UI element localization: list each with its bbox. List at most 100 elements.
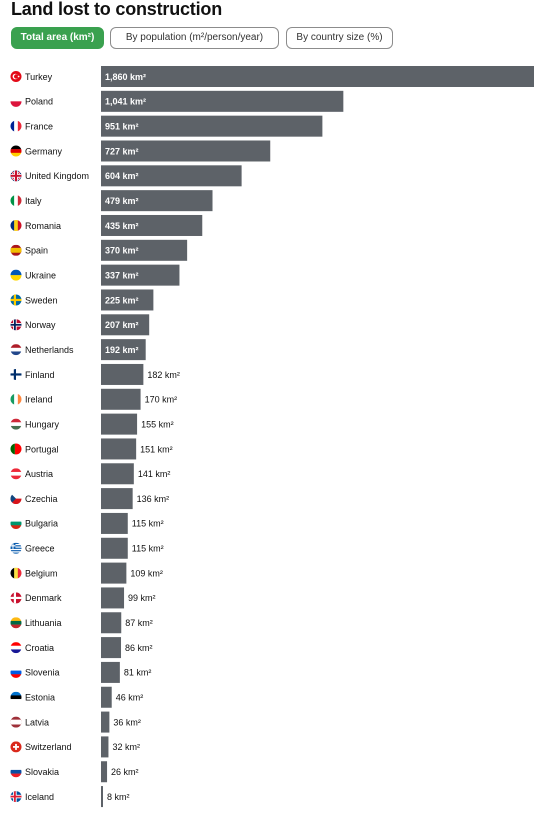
value-label: 151 km²: [140, 444, 173, 454]
flag-icon-ukraine: [10, 269, 22, 281]
bar: [101, 438, 137, 460]
bar-row-latvia: Latvia 36 km²: [10, 711, 141, 733]
bar-row-switzerland: Switzerland 32 km²: [10, 736, 140, 758]
bar: [101, 413, 138, 435]
bar: [101, 587, 125, 609]
value-label: 99 km²: [128, 593, 156, 603]
bar: [101, 612, 122, 634]
bar-row-slovenia: Slovenia 81 km²: [10, 661, 151, 683]
flag-icon-germany: [10, 145, 22, 157]
bar: [101, 686, 112, 708]
country-label: Lithuania: [25, 618, 62, 628]
bar-row-norway: Norway 207 km²: [10, 314, 150, 336]
chart-title: Land lost to construction: [11, 0, 222, 19]
bar-row-bulgaria: Bulgaria 115 km²: [10, 512, 164, 534]
bar: [101, 388, 141, 410]
country-label: Portugal: [25, 444, 59, 454]
country-label: Latvia: [25, 717, 49, 727]
country-label: Poland: [25, 97, 53, 107]
country-label: Greece: [25, 544, 55, 554]
flag-icon-austria: [10, 468, 22, 480]
flag-icon-spain: [10, 244, 22, 256]
country-label: Romania: [25, 221, 61, 231]
value-label: 136 km²: [137, 494, 170, 504]
country-label: Italy: [25, 196, 42, 206]
flag-icon-united-kingdom: [10, 170, 22, 182]
bar: [101, 736, 109, 758]
flag-icon-poland: [10, 95, 22, 107]
bar: [101, 637, 122, 659]
value-label: 604 km²: [105, 171, 139, 181]
tab-by-country-size[interactable]: By country size (%): [286, 27, 393, 49]
value-label: 370 km²: [105, 246, 139, 256]
bar: [101, 214, 203, 236]
bar-row-croatia: Croatia 86 km²: [10, 637, 153, 659]
bar-row-slovakia: Slovakia 26 km²: [10, 761, 139, 783]
value-label: 115 km²: [132, 544, 164, 554]
bar-row-denmark: Denmark 99 km²: [10, 587, 156, 609]
flag-icon-belgium: [10, 567, 22, 579]
bar-row-lithuania: Lithuania 87 km²: [10, 612, 153, 634]
value-label: 727 km²: [105, 146, 139, 156]
country-label: Slovenia: [25, 668, 60, 678]
tab-by-population[interactable]: By population (m²/person/year): [110, 27, 279, 49]
bar-row-ukraine: Ukraine 337 km²: [10, 264, 180, 286]
bar: [101, 786, 103, 808]
bar: [101, 463, 134, 485]
country-label: Ukraine: [25, 270, 56, 280]
value-label: 32 km²: [112, 742, 140, 752]
bar: [101, 661, 120, 683]
flag-icon-bulgaria: [10, 517, 22, 529]
flag-icon-turkey: [10, 71, 22, 82]
bar: [101, 711, 110, 733]
bar: [101, 537, 128, 559]
country-label: Slovakia: [25, 767, 59, 777]
country-label: Germany: [25, 146, 63, 156]
bar-row-portugal: Portugal 151 km²: [10, 438, 173, 460]
country-label: Spain: [25, 246, 48, 256]
flag-icon-finland: [10, 368, 22, 380]
bar-row-poland: Poland 1,041 km²: [10, 90, 344, 112]
value-label: 87 km²: [125, 618, 153, 628]
bar: [101, 761, 108, 783]
value-label: 155 km²: [141, 419, 174, 429]
flag-icon-romania: [10, 219, 22, 231]
bar: [101, 512, 128, 534]
flag-icon-slovenia: [10, 666, 22, 678]
country-label: United Kingdom: [25, 171, 89, 181]
bar: [101, 363, 144, 385]
country-label: Hungary: [25, 419, 60, 429]
bar: [101, 140, 271, 162]
country-label: Sweden: [25, 295, 58, 305]
flag-icon-latvia: [10, 716, 22, 728]
bar: [101, 115, 323, 137]
bar-row-czechia: Czechia 136 km²: [10, 488, 170, 510]
flag-icon-estonia: [10, 691, 22, 703]
bar-row-iceland: Iceland 8 km²: [10, 786, 130, 808]
tab-total-area[interactable]: Total area (km²): [11, 27, 104, 49]
country-label: Switzerland: [25, 742, 72, 752]
bar-row-netherlands: Netherlands 192 km²: [10, 339, 146, 361]
country-label: Estonia: [25, 693, 55, 703]
value-label: 207 km²: [105, 320, 139, 330]
country-label: France: [25, 121, 53, 131]
bar-row-spain: Spain 370 km²: [10, 239, 188, 261]
bar: [101, 165, 242, 187]
flag-icon-slovakia: [10, 766, 22, 778]
flag-icon-norway: [10, 319, 22, 331]
value-label: 26 km²: [111, 767, 139, 777]
country-label: Norway: [25, 320, 56, 330]
country-label: Denmark: [25, 593, 62, 603]
value-label: 86 km²: [125, 643, 153, 653]
bar-row-greece: Greece 115 km²: [10, 537, 164, 559]
bar: [101, 239, 188, 261]
value-label: 115 km²: [132, 519, 164, 529]
value-label: 1,041 km²: [105, 97, 146, 107]
value-label: 170 km²: [145, 395, 178, 405]
value-label: 141 km²: [138, 469, 171, 479]
bar: [101, 190, 213, 212]
value-label: 1,860 km²: [105, 72, 146, 82]
flag-icon-switzerland: [10, 741, 22, 753]
country-label: Bulgaria: [25, 519, 58, 529]
